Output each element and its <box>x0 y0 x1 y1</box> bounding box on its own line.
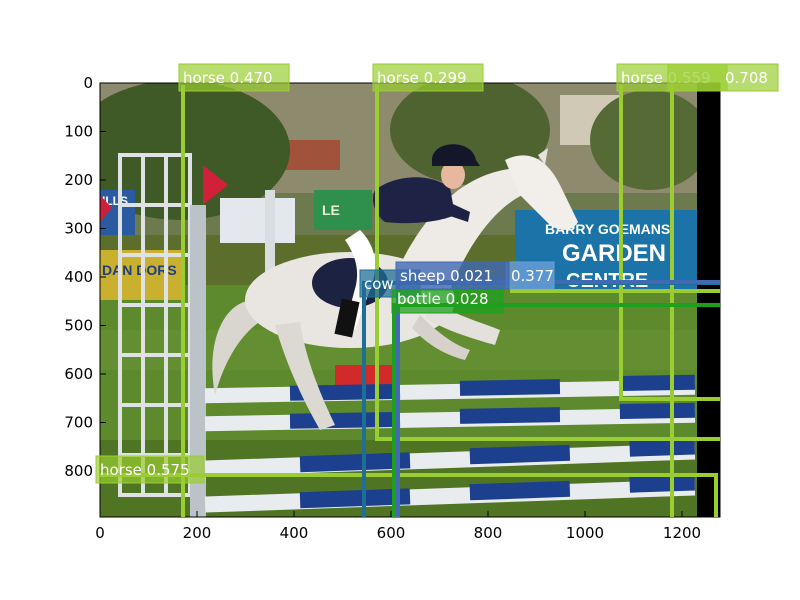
detection-label-text: horse 0.575 <box>100 461 190 479</box>
x-tick-label: 400 <box>280 524 309 542</box>
tree-right <box>590 90 710 190</box>
detection-label: sheep 0.021 <box>395 261 510 290</box>
rider-arm <box>438 198 470 222</box>
white-sign <box>220 198 295 243</box>
rider-face <box>441 161 465 189</box>
x-tick-label: 1000 <box>566 524 604 542</box>
billboard-line1: BARRY GOEMANS <box>545 221 670 237</box>
x-tick-label: 1200 <box>663 524 701 542</box>
horse-neck <box>400 168 535 290</box>
detection-box-horse <box>375 85 720 441</box>
green-sign-text: LE <box>322 202 340 218</box>
y-tick-label: 400 <box>64 268 93 286</box>
horse-foreleg-2 <box>412 315 470 360</box>
detection-label-text: sheep 0.021 <box>400 267 493 285</box>
jump-poles <box>204 374 696 513</box>
y-tick-label: 100 <box>64 123 93 141</box>
x-tick-label: 600 <box>377 524 406 542</box>
detection-label: horse 0.299 <box>372 63 484 92</box>
detection-label: horse 0.575 <box>95 455 205 484</box>
billboard-line2: GARDEN <box>562 240 666 267</box>
detection-label-text: cow <box>364 275 394 293</box>
x-tick-label: 200 <box>183 524 212 542</box>
x-axis: 0 200 400 600 800 1000 1200 <box>95 511 701 542</box>
detection-label: horse 0.470 <box>178 63 290 92</box>
lattice-wing <box>118 153 192 497</box>
y-tick-label: 700 <box>64 414 93 432</box>
detection-label-text: horse 0.299 <box>377 69 467 87</box>
detection-label: 0.708 <box>667 63 779 92</box>
detection-labels: horse 0.470 horse 0.299 horse 0.559 0.70… <box>95 63 779 484</box>
building-roof <box>280 140 340 170</box>
horse-tail <box>212 300 262 395</box>
detection-label-text: 0.377 <box>511 267 554 285</box>
y-tick-label: 300 <box>64 220 93 238</box>
rider-boot <box>334 298 360 338</box>
upright-mid <box>265 190 275 290</box>
detection-label-text: horse 0.470 <box>183 69 273 87</box>
detection-label-text: 0.708 <box>725 69 768 87</box>
tree-left <box>100 83 290 220</box>
upright-left <box>190 205 206 517</box>
x-tick-label: 0 <box>95 524 105 542</box>
detection-box-horse <box>619 85 720 401</box>
horse-head <box>505 155 578 230</box>
horse-hind-leg <box>275 322 335 430</box>
red-flag <box>203 165 228 205</box>
y-tick-label: 200 <box>64 171 93 189</box>
green-sign <box>314 190 372 230</box>
y-tick-label: 600 <box>64 365 93 383</box>
detection-box-horse <box>100 473 718 517</box>
detection-label: bottle 0.028 <box>391 289 504 314</box>
y-tick-label: 500 <box>64 317 93 335</box>
detection-label-text: bottle 0.028 <box>397 290 489 308</box>
y-axis: 0 100 200 300 400 500 600 700 800 <box>64 74 106 480</box>
y-tick-label: 0 <box>83 74 93 92</box>
rider-helmet <box>432 144 480 166</box>
red-flag-left <box>100 195 112 222</box>
x-tick-label: 800 <box>474 524 503 542</box>
horse <box>212 148 578 430</box>
horse-ear <box>538 148 548 165</box>
detection-label: 0.377 <box>505 261 555 290</box>
image-black-edge <box>697 83 720 517</box>
rider-jacket <box>373 177 455 224</box>
y-tick-label: 800 <box>64 462 93 480</box>
